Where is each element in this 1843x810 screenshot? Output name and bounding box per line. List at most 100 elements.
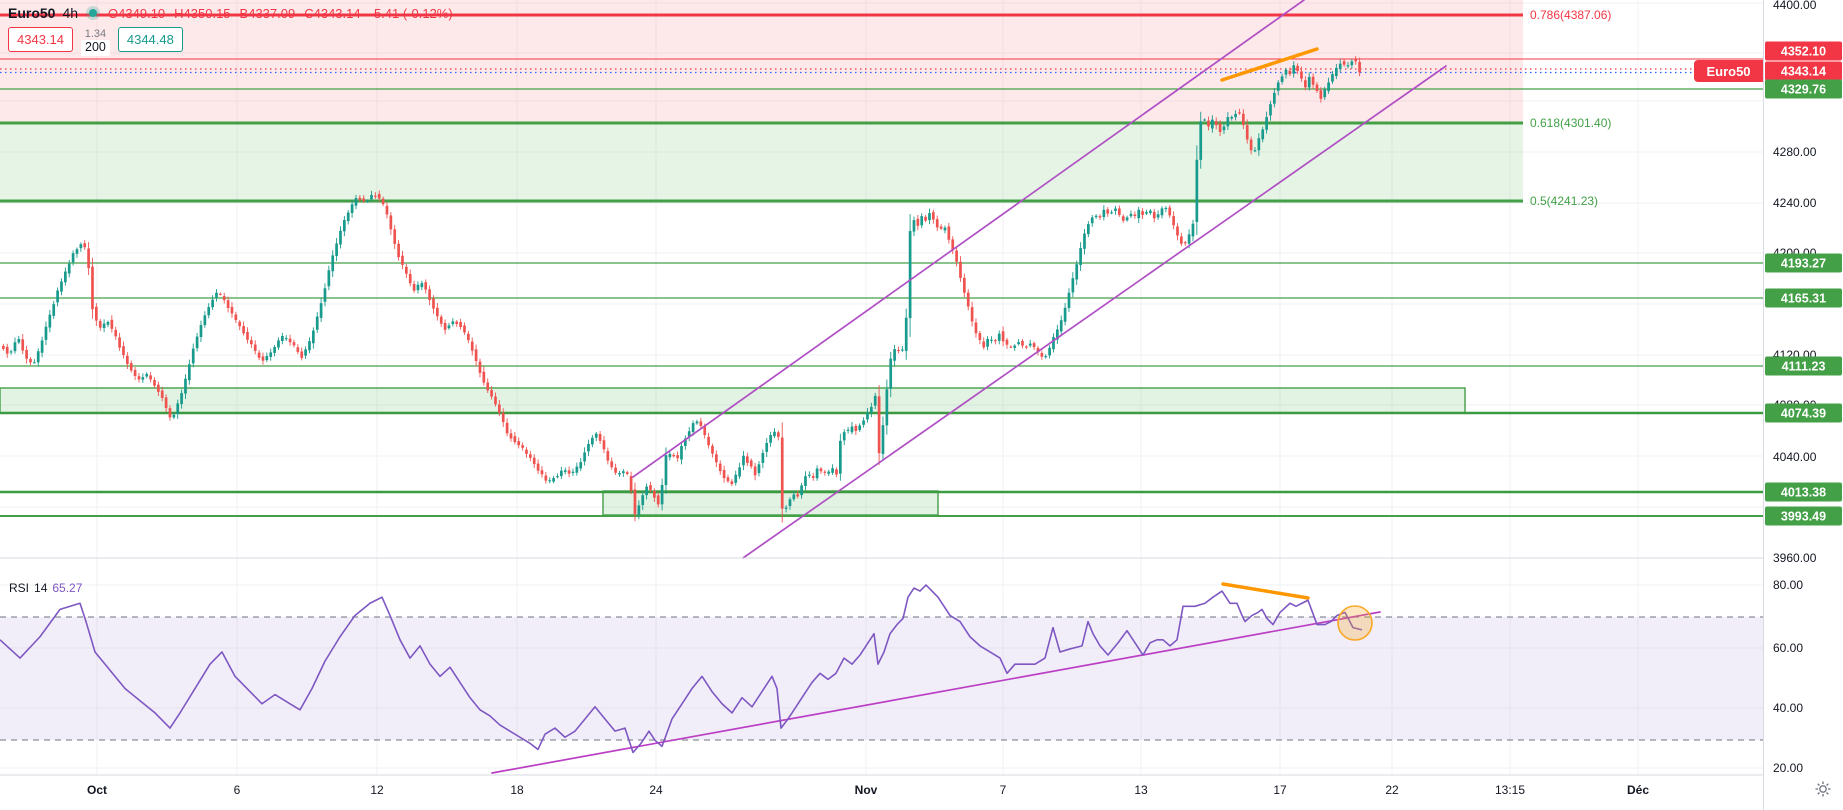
time-axis-label[interactable]: 6 (233, 783, 241, 797)
last-price-box[interactable]: 4343.14 (8, 27, 73, 52)
candle-body (432, 298, 435, 309)
candle-body (1083, 233, 1086, 249)
candle-body (1056, 329, 1059, 340)
candle-body (796, 494, 800, 497)
candle-body (560, 470, 563, 477)
time-axis-label[interactable]: 13:15 (1494, 783, 1526, 797)
candle-body (52, 304, 56, 316)
candle-body (157, 384, 160, 392)
candle-body (951, 239, 955, 251)
time-axis-label[interactable]: Déc (1626, 783, 1650, 797)
time-axis-label[interactable]: 22 (1385, 783, 1399, 797)
ohlc-change: -5.41 (-0.12%) (369, 5, 453, 21)
candle-body (509, 433, 513, 439)
candle-body (281, 335, 284, 342)
symbol-name[interactable]: Euro50 (8, 5, 56, 21)
candle-body (501, 412, 505, 423)
candle-body (1261, 129, 1265, 140)
time-axis-label[interactable]: 13 (1134, 783, 1148, 797)
candle-body (230, 306, 234, 314)
candle-body (176, 403, 180, 414)
time-axis-label[interactable]: 17 (1273, 783, 1287, 797)
candle-body (277, 340, 280, 348)
ohlc-open: O4349.10 (108, 5, 166, 21)
candle-body (184, 378, 187, 394)
price-axis[interactable]: 4400.004280.004240.004200.004120.004080.… (1763, 0, 1843, 810)
candle-body (1315, 84, 1319, 91)
candle-body (850, 426, 854, 433)
candle-body (769, 435, 772, 443)
candle-body (525, 449, 528, 454)
axis-settings-gear-icon[interactable] (1814, 780, 1832, 798)
candle-body (808, 474, 811, 476)
candle-body (846, 429, 850, 431)
candle-body (455, 321, 459, 325)
candle-body (191, 348, 195, 364)
time-axis-label[interactable]: 7 (999, 783, 1007, 797)
candle-body (966, 292, 970, 307)
time-axis-label[interactable]: Nov (854, 783, 878, 797)
candle-body (854, 425, 858, 431)
candle-body (48, 314, 52, 328)
candle-body (959, 261, 962, 278)
candle-body (552, 478, 555, 482)
candle-body (1102, 209, 1106, 217)
candle-body (439, 316, 443, 324)
candle-body (1172, 216, 1175, 226)
candle-body (149, 375, 152, 380)
candle-body (885, 389, 889, 426)
candle-body (207, 307, 211, 316)
candle-body (1028, 343, 1032, 346)
candle-body (5, 346, 9, 354)
candle-body (862, 420, 865, 425)
candle-body (672, 454, 676, 457)
candle-body (1307, 76, 1311, 88)
candle-body (64, 271, 67, 283)
candle-body (738, 467, 741, 477)
candle-body (416, 284, 420, 291)
price-axis-chip-green: 4329.76 (1765, 79, 1842, 99)
candle-body (1001, 331, 1005, 342)
candle-body (831, 468, 834, 473)
price-axis-label: 4400.00 (1773, 0, 1817, 12)
candle-body (257, 352, 261, 358)
time-axis-label[interactable]: Oct (86, 783, 108, 797)
time-axis-label[interactable]: 18 (510, 783, 524, 797)
candle-body (529, 454, 532, 458)
candle-body (955, 250, 958, 262)
candle-body (811, 476, 815, 478)
ma-price-box[interactable]: 4344.48 (117, 27, 183, 52)
zone-rect (0, 617, 1763, 740)
candle-body (443, 322, 447, 330)
candle-body (350, 204, 354, 213)
candle-body (203, 315, 207, 326)
candle-body (1156, 214, 1160, 218)
candle-body (129, 363, 133, 371)
candle-body (323, 288, 327, 302)
candle-body (1257, 138, 1261, 151)
ma-period-value[interactable]: 200 (81, 40, 110, 56)
candle-body (1335, 67, 1338, 76)
rsi-indicator-label[interactable]: RSI 14 65.27 (9, 581, 82, 595)
time-axis-label[interactable]: 24 (649, 783, 663, 797)
candle-body (1114, 208, 1117, 211)
candle-body (757, 464, 761, 474)
rsi-trendline (491, 611, 1381, 774)
timeframe-label[interactable]: 4h (62, 5, 79, 21)
fib-level-label: 0.618(4301.40) (1530, 116, 1612, 130)
candle-body (1009, 346, 1013, 348)
candle-body (1253, 150, 1257, 152)
candle-body (1090, 217, 1094, 224)
candle-body (29, 358, 32, 363)
candle-body (1238, 112, 1241, 114)
candle-body (633, 489, 637, 515)
candle-body (660, 485, 664, 505)
orange-rsi-trendline (1221, 582, 1310, 600)
candle-body (79, 244, 83, 249)
time-axis-label[interactable]: 12 (370, 783, 384, 797)
ohlc-close: C4343.14 (304, 5, 361, 21)
candle-body (1164, 207, 1168, 210)
ohlc-low: B4337.09 (239, 5, 296, 21)
candle-body (598, 434, 602, 441)
